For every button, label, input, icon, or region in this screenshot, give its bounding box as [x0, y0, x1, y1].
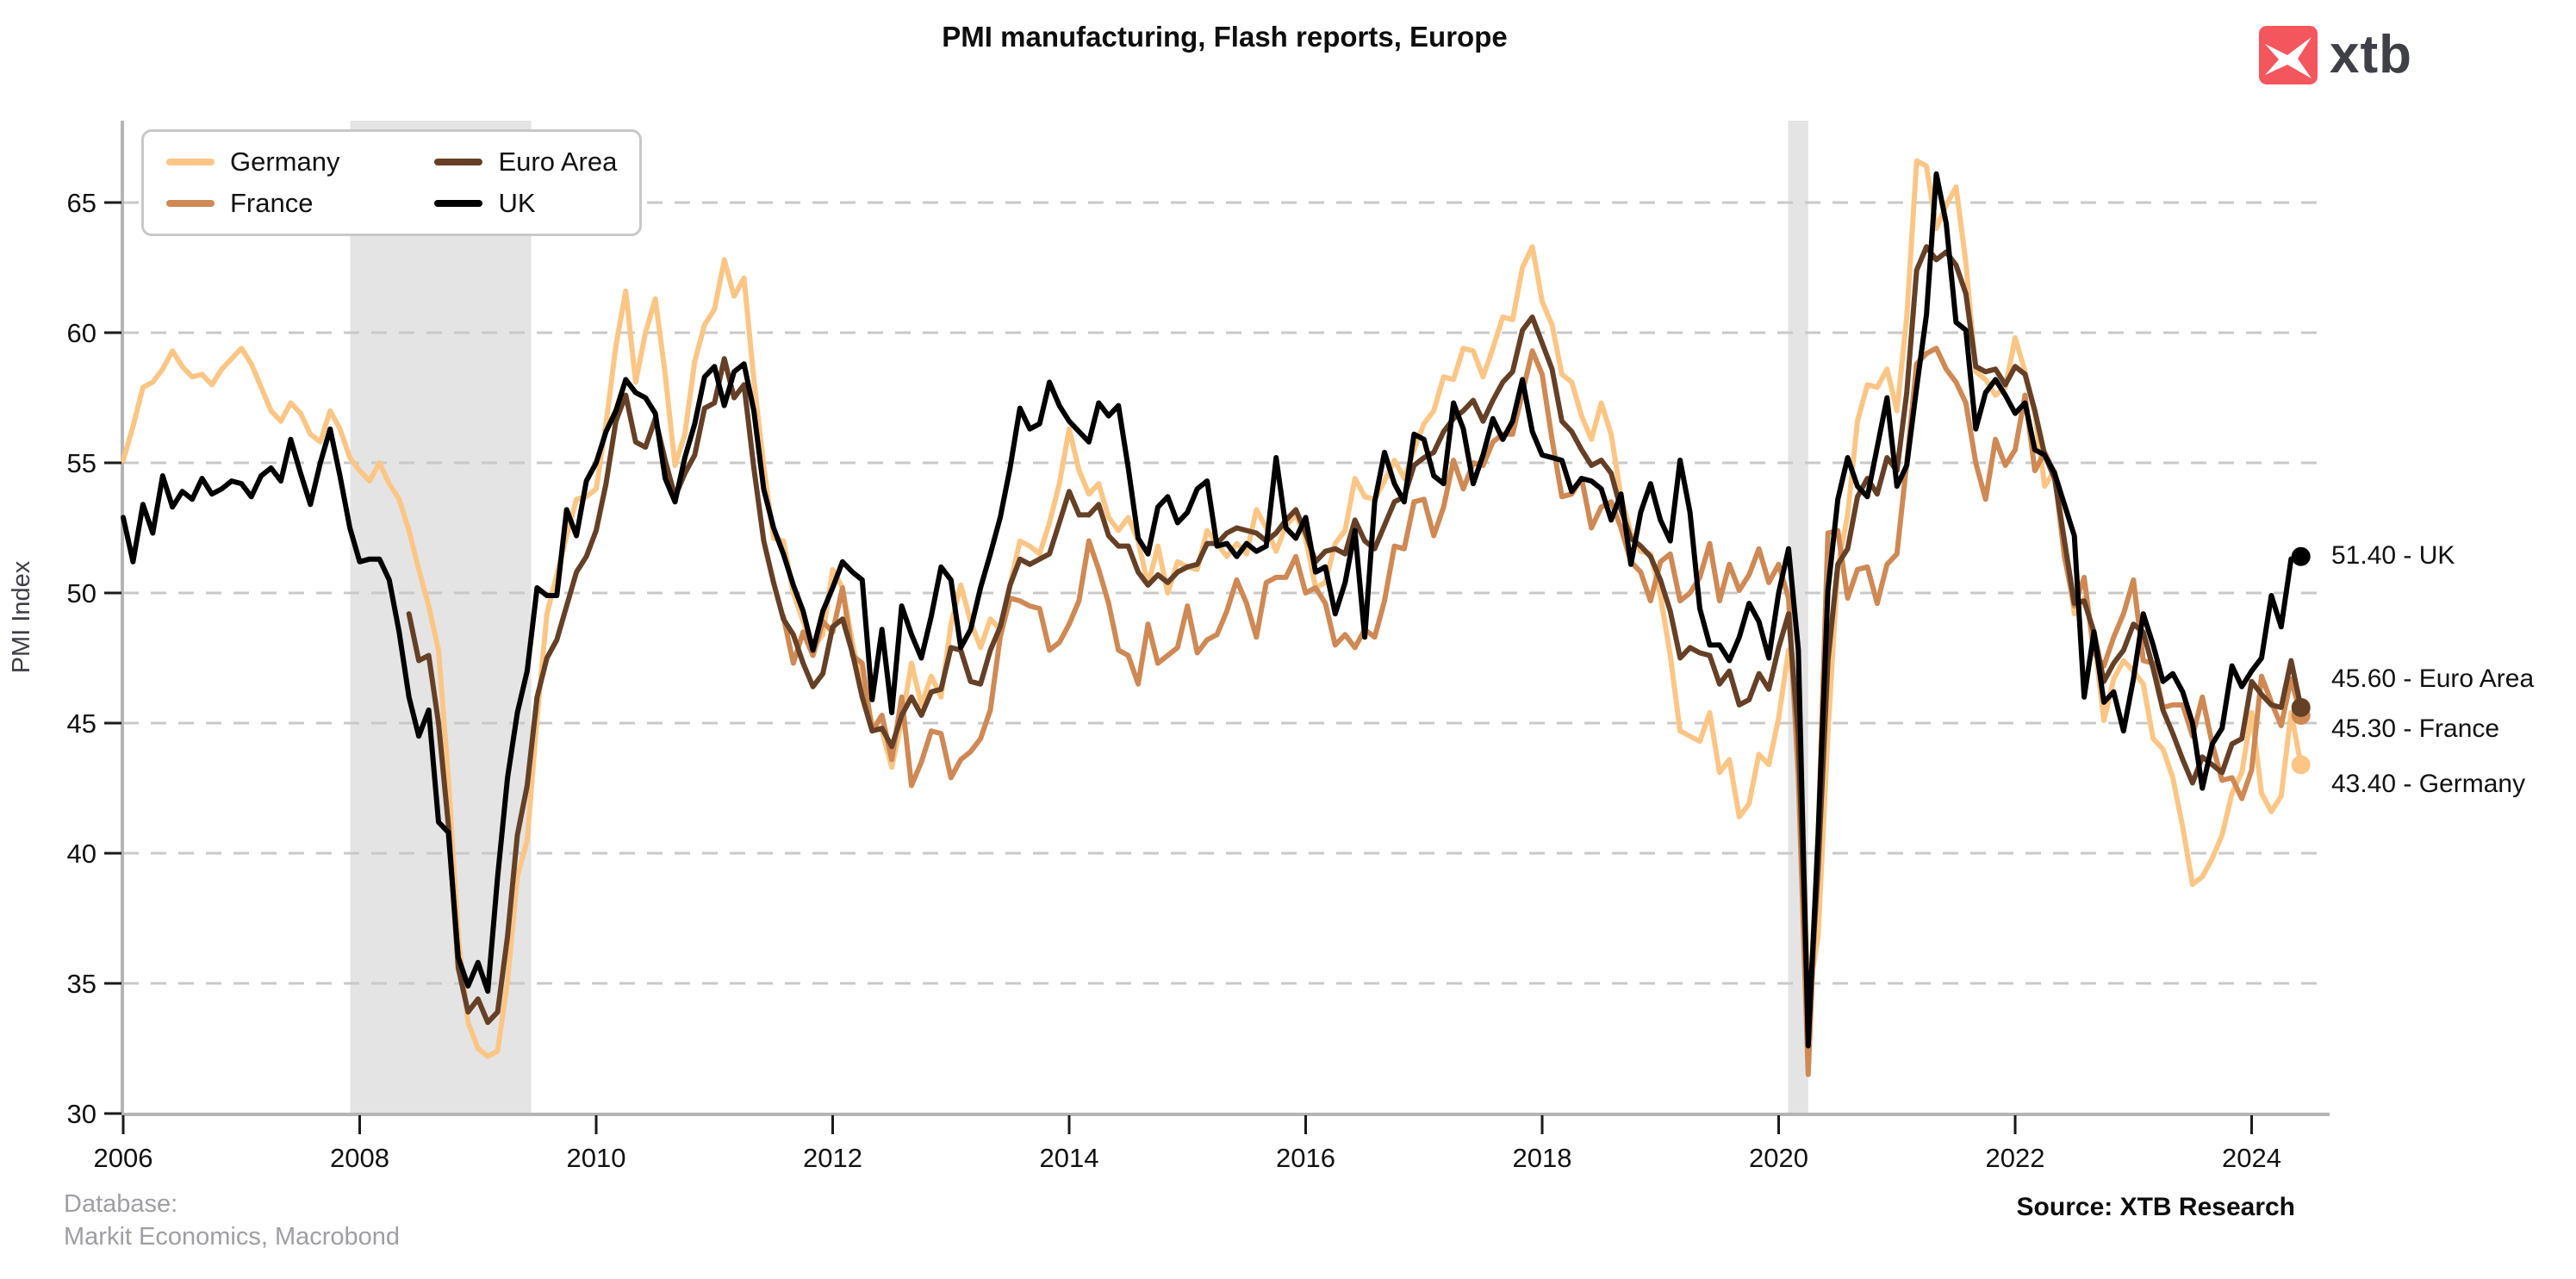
database-label-line1: Database: — [64, 1190, 178, 1218]
y-tick-label-45: 45 — [67, 708, 96, 739]
x-tick-label-2022: 2022 — [1986, 1143, 2045, 1173]
xtb-logo-mark-icon — [2259, 26, 2318, 84]
legend-item-euro-area: Euro Area — [434, 142, 617, 182]
y-tick-label-55: 55 — [67, 448, 96, 478]
chart-legend: Germany France Euro Area UK — [141, 129, 643, 236]
end-label-uk: 51.40 - UK — [2331, 541, 2455, 570]
x-tick-label-2012: 2012 — [803, 1143, 862, 1173]
database-label-line2: Markit Economics, Macrobond — [64, 1223, 401, 1251]
x-tick-label-2018: 2018 — [1513, 1143, 1572, 1173]
y-tick-label-40: 40 — [67, 839, 96, 869]
end-dot-uk — [2291, 546, 2311, 566]
legend-item-germany: Germany — [166, 142, 339, 182]
series-line-germany — [121, 158, 2304, 1059]
y-tick-label-50: 50 — [67, 578, 96, 608]
x-tick-label-2020: 2020 — [1749, 1143, 1808, 1173]
x-tick-label-2014: 2014 — [1040, 1143, 1099, 1173]
legend-swatch-icon — [434, 200, 483, 207]
end-label-france: 45.30 - France — [2331, 714, 2500, 743]
x-tick-label-2006: 2006 — [94, 1143, 153, 1173]
x-tick-label-2008: 2008 — [330, 1143, 389, 1173]
legend-label: Germany — [230, 147, 340, 177]
legend-label: Euro Area — [498, 147, 618, 177]
legend-swatch-icon — [166, 200, 215, 207]
legend-item-france: France — [166, 184, 339, 223]
legend-label: France — [230, 188, 314, 218]
source-label: Source: XTB Research — [2016, 1193, 2295, 1221]
recession-band-0 — [350, 121, 532, 1114]
legend-swatch-icon — [166, 159, 215, 165]
x-tick-label-2016: 2016 — [1276, 1143, 1335, 1173]
legend-label: UK — [498, 188, 536, 218]
y-tick-label-60: 60 — [67, 318, 96, 348]
xtb-logo: xtb — [2259, 26, 2412, 84]
end-label-germany: 43.40 - Germany — [2331, 770, 2526, 798]
end-dot-euro-area — [2291, 697, 2311, 717]
series-line-euro-area — [406, 244, 2304, 1028]
end-label-euro-area: 45.60 - Euro Area — [2331, 664, 2535, 693]
y-tick-label-65: 65 — [67, 188, 96, 218]
legend-item-uk: UK — [434, 184, 617, 223]
y-axis-title: PMI Index — [8, 560, 35, 673]
end-dot-germany — [2291, 755, 2311, 775]
series-line-uk — [121, 171, 2304, 1049]
xtb-logo-text: xtb — [2330, 25, 2412, 84]
y-tick-label-30: 30 — [67, 1099, 96, 1129]
legend-swatch-icon — [434, 159, 483, 165]
y-tick-label-35: 35 — [67, 969, 96, 999]
page-title: PMI manufacturing, Flash reports, Europe — [942, 21, 1508, 53]
x-tick-label-2024: 2024 — [2222, 1143, 2281, 1173]
x-tick-label-2010: 2010 — [567, 1143, 626, 1173]
